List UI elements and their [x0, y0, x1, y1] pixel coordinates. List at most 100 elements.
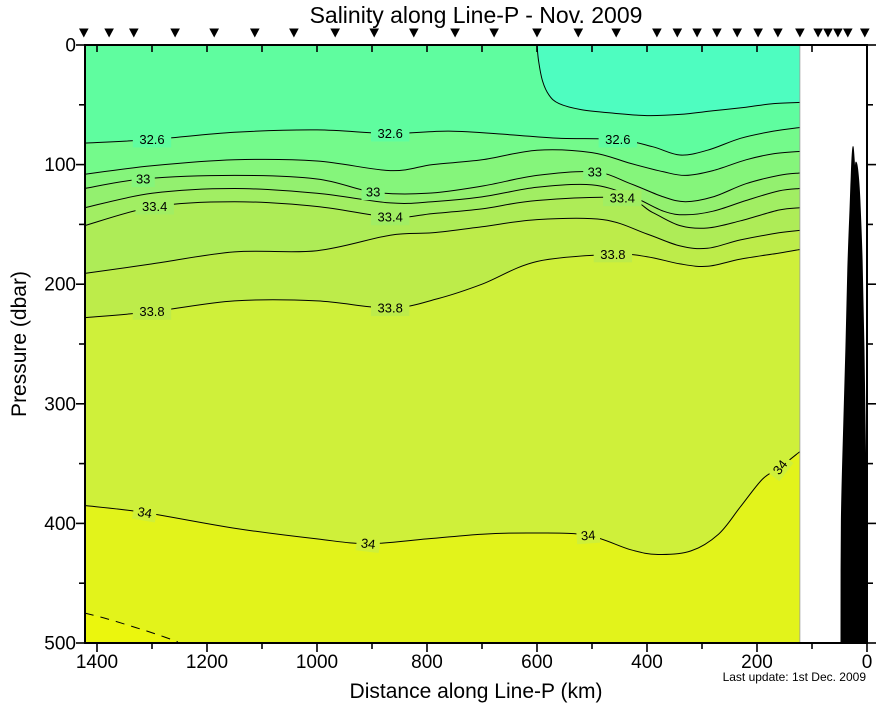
station-marker [330, 28, 340, 38]
contour-label-group: 34 [355, 534, 381, 554]
contour-label-group: 32.6 [132, 131, 172, 148]
contour-label-bg [603, 190, 642, 207]
station-marker [489, 28, 499, 38]
chart-title: Salinity along Line-P - Nov. 2009 [310, 2, 643, 28]
y-tick-label: 400 [44, 514, 76, 535]
station-marker [369, 28, 379, 38]
x-tick-label: 800 [411, 652, 443, 673]
contour-band [84, 613, 178, 643]
station-marker [823, 28, 833, 38]
station-marker [532, 28, 542, 38]
contour-label: 32.6 [605, 132, 630, 147]
y-axis-title: Pressure (dbar) [8, 271, 31, 417]
x-tick-label: 400 [631, 652, 663, 673]
contour-line-32.6 [84, 127, 800, 156]
contour-label: 34 [360, 535, 376, 552]
contour-label-bg [355, 534, 381, 554]
contour-label-bg [766, 453, 794, 482]
contour-label-group: 33.8 [132, 303, 172, 320]
contour-label-group: 34 [766, 453, 794, 482]
station-marker [450, 28, 460, 38]
contour-label: 33.8 [139, 304, 164, 319]
station-marker [209, 28, 219, 38]
contour-label-bg [131, 502, 158, 523]
contour-label-bg [135, 198, 174, 215]
contour-label-bg [132, 131, 172, 148]
bathymetry-silhouette [840, 146, 868, 644]
contour-label-group: 33 [361, 184, 385, 201]
station-marker [170, 28, 180, 38]
contour-label: 32.6 [378, 126, 403, 141]
station-marker [692, 28, 702, 38]
contour-field: 32.6 32.6 32.6 33 33 33 33.4 33.4 33.4 33.8 33.8 33… [84, 45, 800, 643]
contour-line-33.6 [84, 217, 800, 274]
contour-band [84, 451, 800, 643]
contour-label: 32.6 [139, 132, 164, 147]
axis-ticks [76, 44, 876, 652]
x-axis-title: Distance along Line-P (km) [350, 680, 603, 703]
contour-label: 33.4 [610, 191, 635, 206]
station-marker [573, 28, 584, 38]
x-tick-label: 200 [741, 652, 773, 673]
contour-label-group: 33.4 [603, 190, 642, 207]
station-marker [795, 28, 805, 38]
contour-label: 33.8 [378, 301, 403, 316]
station-marker [129, 28, 139, 38]
contour-label-group: 34 [576, 526, 601, 545]
station-marker [250, 28, 260, 38]
contour-label-group: 33 [583, 163, 607, 180]
contour-line-33.8 [84, 249, 800, 319]
station-marker [79, 28, 89, 38]
contour-label-group: 34 [131, 502, 158, 523]
contour-line-33 [84, 170, 800, 203]
x-tick-label: 1000 [296, 652, 338, 673]
contour-label-group: 33.8 [371, 300, 410, 317]
contour-label-bg [371, 209, 410, 226]
contour-line-34.2 [84, 612, 178, 643]
contour-label-group: 32.6 [371, 125, 410, 142]
contour-label-bg [583, 163, 607, 180]
station-marker [843, 28, 853, 38]
y-tick-label: 500 [44, 634, 76, 655]
x-tick-label: 0 [862, 652, 873, 673]
contour-label: 33 [136, 172, 150, 187]
last-update-note: Last update: 1st Dec. 2009 [723, 670, 867, 684]
contour-label-group: 33.4 [135, 198, 174, 215]
station-marker [611, 28, 621, 38]
station-marker [104, 28, 114, 38]
contour-label-bg [371, 300, 410, 317]
station-marker [409, 28, 419, 38]
contour-line-33.2 [84, 183, 800, 216]
station-marker [860, 28, 870, 38]
contour-label-group: 32.6 [598, 131, 637, 148]
contour-label-group: 33 [131, 171, 155, 187]
contour-label-bg [361, 184, 385, 201]
station-marker [773, 28, 783, 38]
contour-label-group: 33.4 [371, 209, 410, 226]
contour-label-bg [371, 125, 410, 142]
contour-label-bg [132, 303, 172, 320]
contour-line-32.8 [84, 149, 800, 176]
contour-label: 34 [136, 504, 153, 521]
station-marker [833, 28, 843, 38]
y-tick-label: 300 [44, 394, 76, 415]
station-marker [712, 28, 722, 38]
station-marker [813, 28, 823, 38]
contour-label-bg [598, 131, 637, 148]
station-marker [652, 28, 662, 38]
station-marker [753, 28, 763, 38]
x-tick-label: 600 [521, 652, 553, 673]
station-marker [672, 28, 683, 38]
contour-label: 33.8 [600, 247, 625, 262]
contour-label: 33 [588, 164, 602, 179]
contour-label: 33.4 [378, 210, 403, 225]
y-tick-label: 0 [65, 36, 76, 57]
contour-label: 33 [366, 185, 380, 200]
contour-label-bg [593, 246, 633, 263]
contour-label: 34 [580, 527, 595, 543]
contour-label: 33.4 [142, 199, 167, 214]
station-markers [79, 28, 870, 38]
